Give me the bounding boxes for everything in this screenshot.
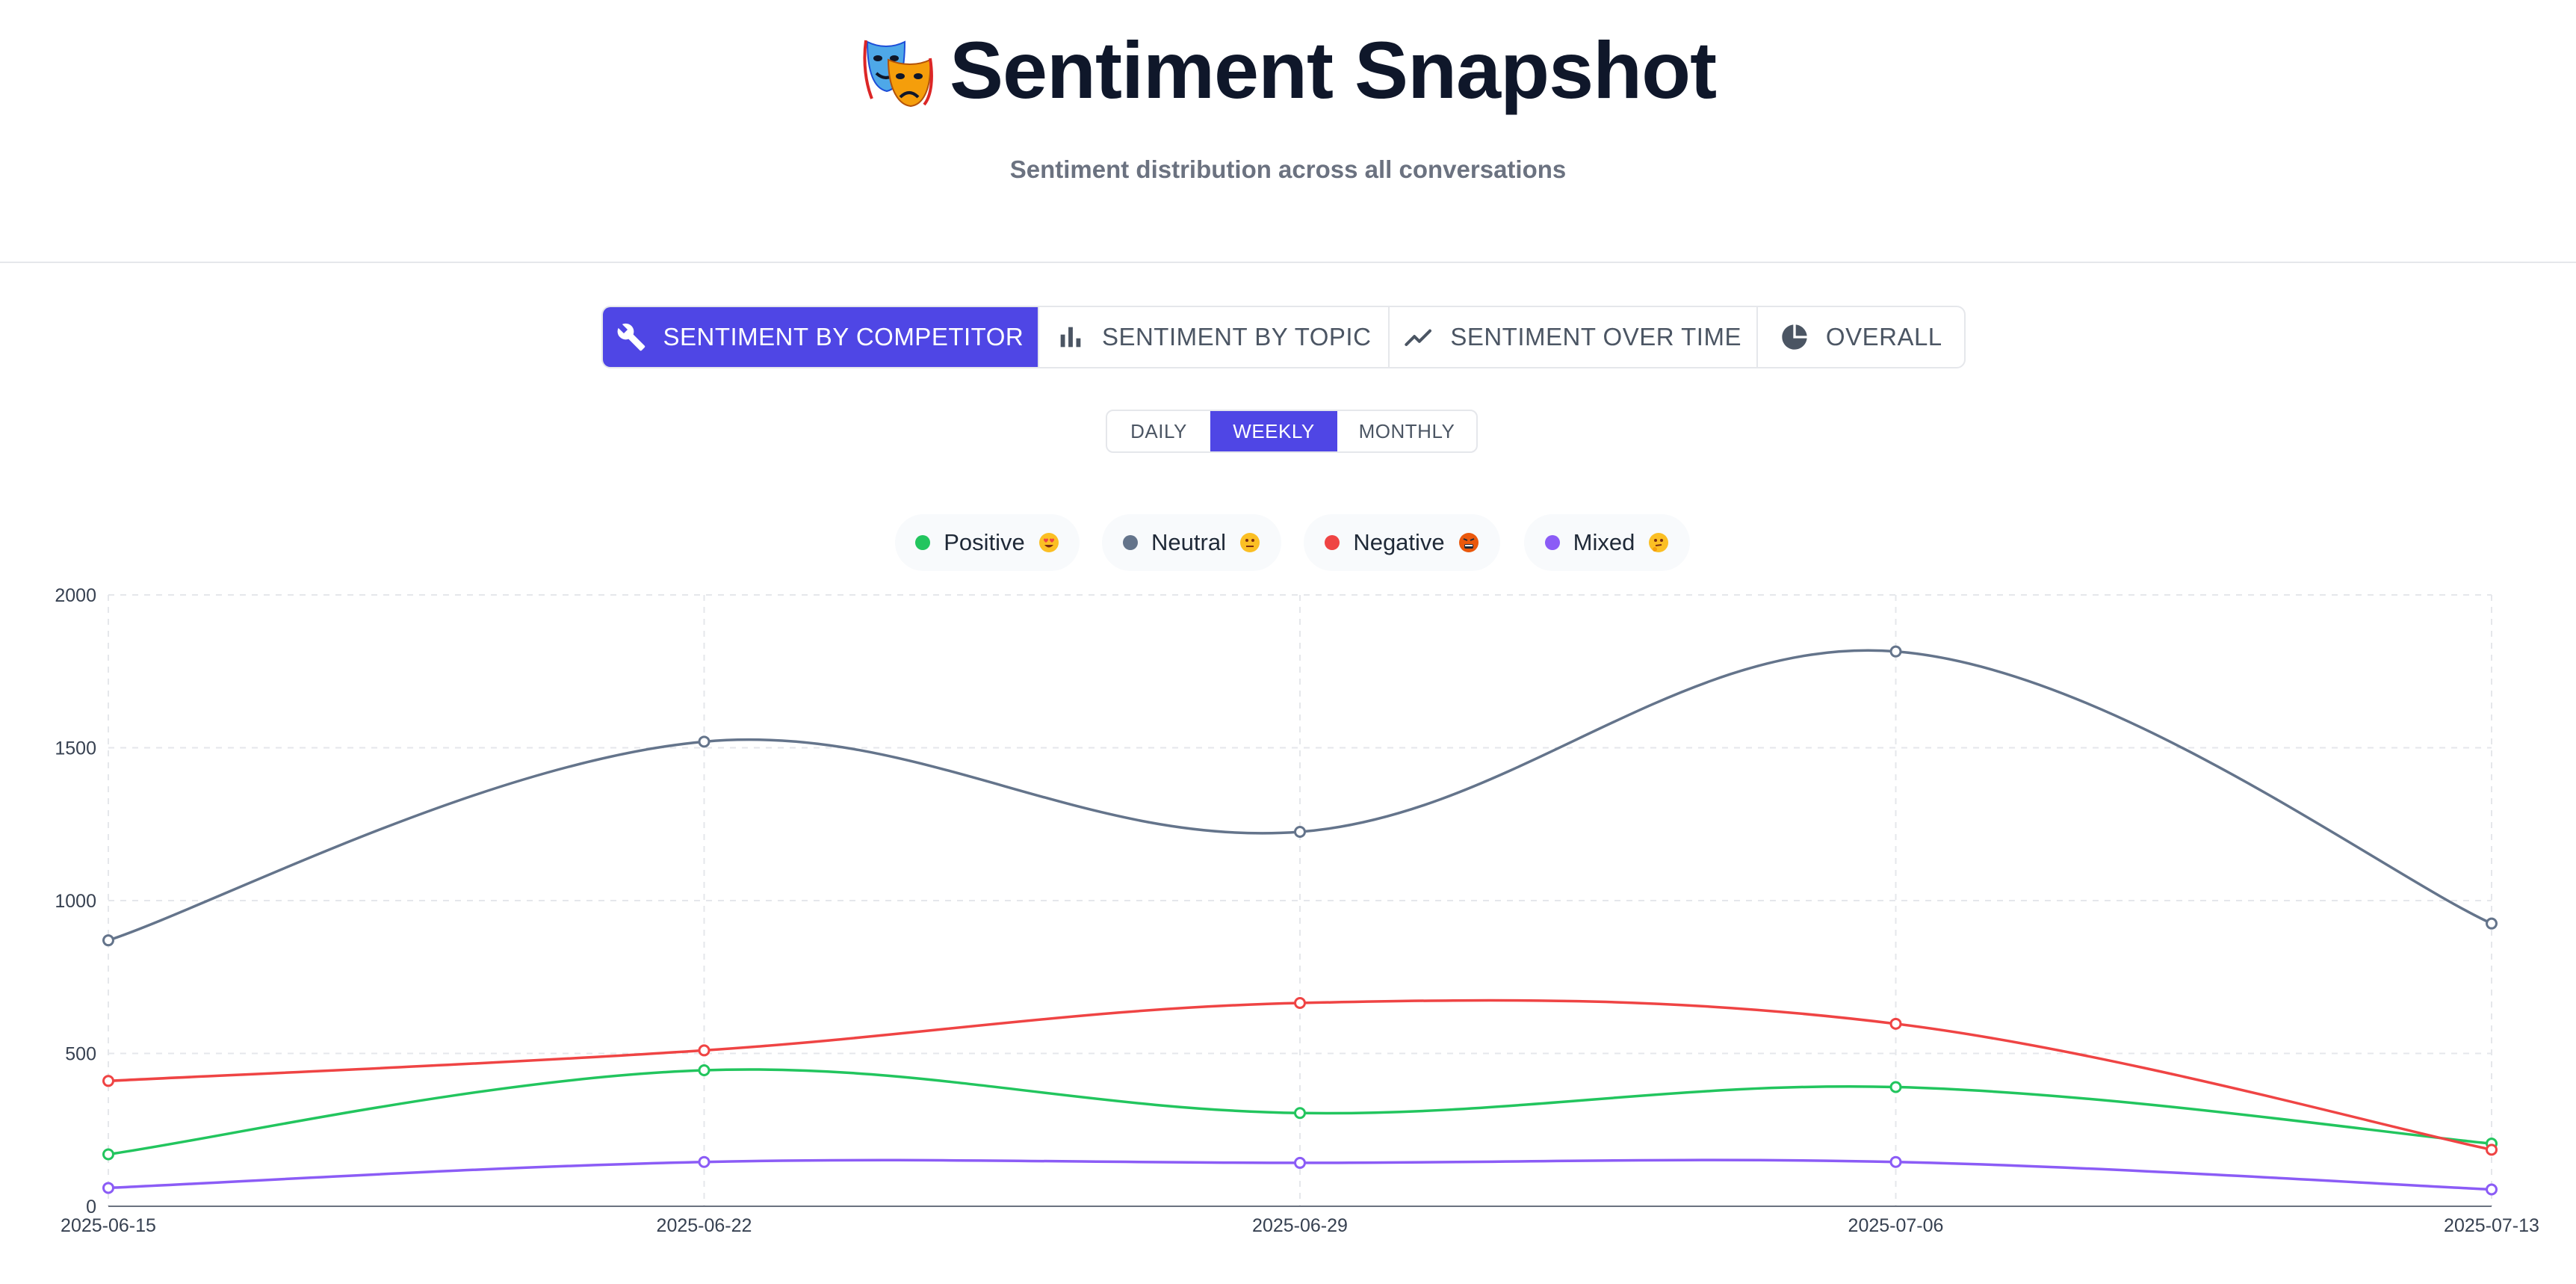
chart-canvas: 0 500 1000 1500 2000 2025-06-15 2025-06-22 2025… [55, 585, 2539, 1236]
tab-label: SENTIMENT OVER TIME [1450, 323, 1741, 351]
positive-dot-icon [915, 535, 931, 550]
tab-sentiment-by-topic[interactable]: SENTIMENT BY TOPIC [1039, 307, 1390, 367]
period-monthly-button[interactable]: MONTHLY [1358, 419, 1455, 442]
legend-item-positive[interactable]: Positive [895, 514, 1080, 571]
tab-overall[interactable]: OVERALL [1758, 307, 1964, 367]
tab-sentiment-over-time[interactable]: SENTIMENT OVER TIME [1390, 307, 1758, 367]
data-point-neutral [698, 735, 710, 748]
page-subtitle: Sentiment distribution across all conver… [1009, 155, 1567, 183]
sentiment-line-chart: 0 500 1000 1500 2000 2025-06-15 2025-06-22 2025… [0, 568, 2576, 1284]
mixed-dot-icon [1544, 535, 1560, 550]
pie-chart-icon [1782, 324, 1807, 350]
legend-item-neutral[interactable]: Neutral [1102, 514, 1281, 571]
tab-label: SENTIMENT BY COMPETITOR [663, 323, 1024, 351]
x-tick-label: 2025-07-13 [2444, 1215, 2539, 1236]
trend-line-icon [1405, 329, 1432, 346]
period-toggle: DAILY WEEKLY MONTHLY [1106, 410, 1478, 453]
data-point-mixed [2486, 1183, 2498, 1196]
thinking-face-emoji-icon [1649, 533, 1669, 552]
page-title: Sentiment Snapshot [949, 25, 1717, 115]
negative-dot-icon [1325, 535, 1340, 550]
data-point-neutral [1294, 825, 1306, 838]
data-point-positive [698, 1064, 710, 1076]
data-point-mixed [102, 1182, 114, 1194]
data-point-positive [102, 1148, 114, 1161]
neutral-face-emoji-icon [1239, 533, 1260, 552]
period-daily-button[interactable]: DAILY [1130, 419, 1187, 442]
tab-sentiment-by-competitor[interactable]: SENTIMENT BY COMPETITOR [603, 307, 1039, 367]
angry-face-emoji-icon [1458, 533, 1479, 552]
x-tick-label: 2025-07-06 [1848, 1215, 1944, 1236]
legend-label: Negative [1353, 529, 1445, 555]
legend-label: Neutral [1151, 529, 1226, 555]
title-row: Sentiment Snapshot [0, 30, 2576, 111]
data-point-negative [698, 1044, 710, 1057]
bar-chart-icon [1060, 327, 1081, 348]
data-point-negative [1889, 1017, 1902, 1030]
legend-item-mixed[interactable]: Mixed [1524, 514, 1690, 571]
y-tick-label: 1000 [55, 891, 96, 912]
wrench-icon [618, 323, 645, 351]
heart-eyes-emoji-icon [1038, 533, 1059, 552]
legend-item-negative[interactable]: Negative [1304, 514, 1500, 571]
y-tick-label: 0 [86, 1197, 96, 1217]
legend-label: Mixed [1573, 529, 1635, 555]
data-point-negative [1294, 997, 1306, 1010]
period-weekly-button[interactable]: WEEKLY [1210, 411, 1337, 451]
x-tick-label: 2025-06-22 [657, 1215, 752, 1236]
x-tick-label: 2025-06-29 [1252, 1215, 1348, 1236]
neutral-dot-icon [1123, 535, 1139, 550]
data-point-positive [1889, 1081, 1902, 1093]
tab-label: OVERALL [1825, 323, 1942, 351]
x-tick-label: 2025-06-15 [61, 1215, 156, 1236]
page-header: Sentiment Snapshot Sentiment distributio… [0, 0, 2576, 263]
theater-masks-icon [863, 40, 933, 108]
view-tabs: SENTIMENT BY COMPETITOR SENTIMENT BY TOP… [601, 306, 1966, 368]
y-tick-label: 2000 [55, 585, 96, 606]
data-point-negative [2486, 1143, 2498, 1156]
legend-label: Positive [944, 529, 1025, 555]
data-point-negative [102, 1075, 114, 1087]
data-point-positive [1294, 1107, 1306, 1120]
data-point-mixed [698, 1155, 710, 1168]
tab-label: SENTIMENT BY TOPIC [1101, 323, 1372, 351]
data-point-neutral [1889, 645, 1902, 658]
y-tick-label: 1500 [55, 738, 96, 759]
data-point-mixed [1889, 1155, 1902, 1168]
data-point-neutral [102, 934, 114, 947]
data-point-neutral [2486, 917, 2498, 930]
data-point-mixed [1294, 1156, 1306, 1169]
y-tick-label: 500 [65, 1044, 96, 1065]
chart-legend: Positive Neutral Negative Mixed [0, 514, 2576, 571]
